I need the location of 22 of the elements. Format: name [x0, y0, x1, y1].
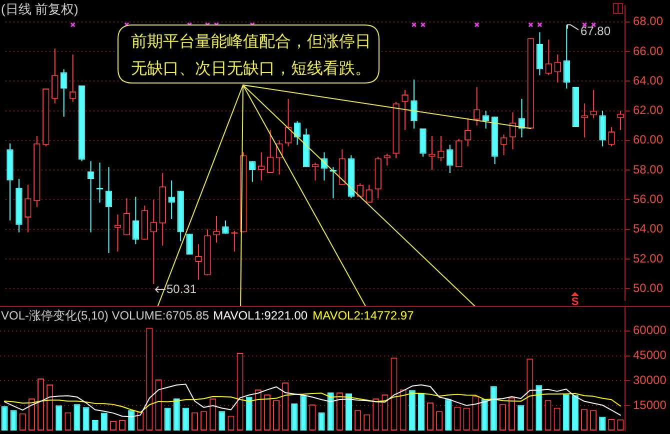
text: MAVOL2:14772.97 — [312, 308, 414, 322]
y-tick-label: 64.00 — [633, 73, 664, 88]
chart-title: VOL-涨停变化(5,10) VOLUME:6705.85 — [1, 308, 210, 322]
y-tick-label: 15000 — [633, 398, 667, 412]
y-tick-label: 62.00 — [633, 103, 664, 118]
y-tick-label: 56.00 — [633, 192, 664, 206]
chart-title: (日线 前复权) — [1, 2, 78, 17]
y-tick-label: 52.00 — [633, 251, 664, 266]
y-tick-label: 68.00 — [633, 14, 664, 28]
y-tick-label: 58.00 — [633, 162, 664, 176]
y-tick-label: 60000 — [633, 323, 667, 338]
annotation: S — [571, 296, 579, 308]
annotation: 50.31 — [166, 282, 197, 296]
y-tick-label: 60.00 — [633, 132, 664, 147]
annotation: 前期平台量能峰值配合，但涨停日无缺口、次日无缺口，短线看跌。 — [131, 32, 371, 78]
y-tick-label: 30000 — [633, 373, 667, 388]
y-tick-label: 54.00 — [633, 222, 664, 236]
annotation: 67.80 — [580, 24, 611, 38]
y-tick-label: 50.00 — [633, 280, 664, 295]
y-tick-label: 66.00 — [633, 44, 664, 58]
y-tick-label: 45000 — [633, 348, 667, 362]
text: MAVOL1:9221.00 — [213, 308, 308, 322]
